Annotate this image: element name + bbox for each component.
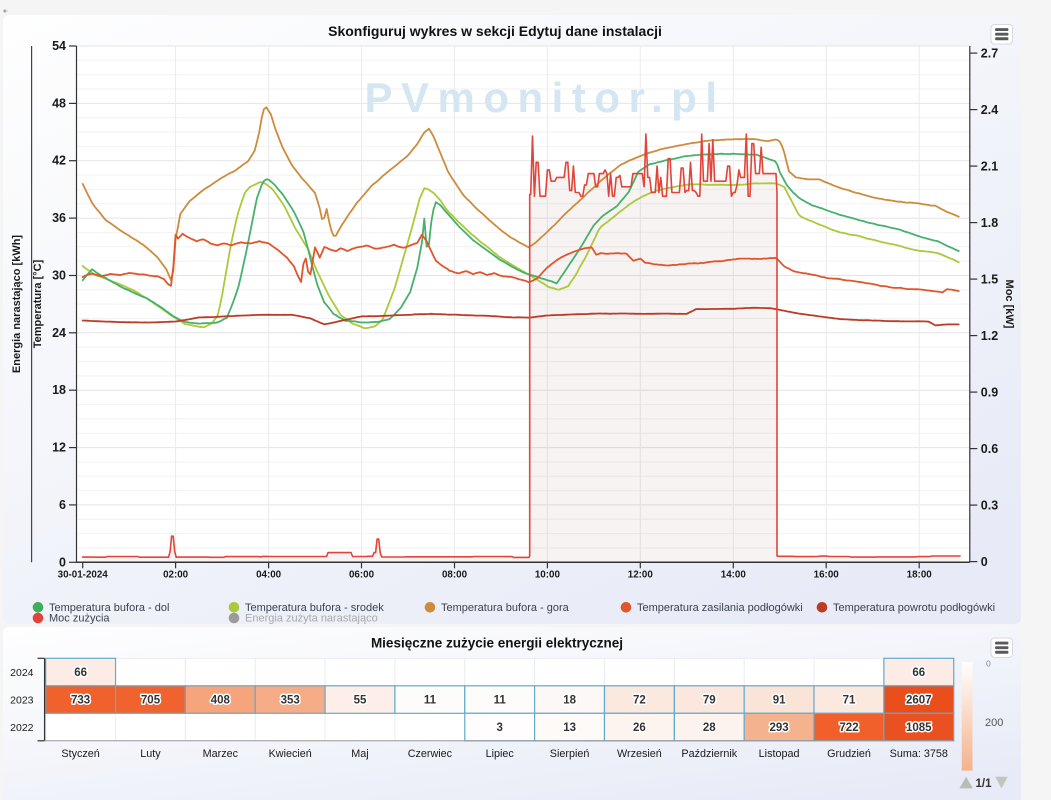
svg-text:54: 54	[52, 39, 66, 53]
svg-text:Temperatura [°C]: Temperatura [°C]	[32, 259, 44, 348]
svg-text:18: 18	[563, 695, 576, 707]
svg-text:08:00: 08:00	[442, 570, 468, 581]
svg-text:71: 71	[843, 695, 856, 707]
svg-text:733: 733	[71, 695, 90, 707]
svg-text:1.2: 1.2	[981, 329, 998, 343]
svg-text:Wrzesień: Wrzesień	[617, 748, 662, 760]
svg-text:Lipiec: Lipiec	[486, 748, 515, 760]
svg-text:1085: 1085	[906, 722, 932, 734]
svg-text:2023: 2023	[10, 695, 34, 707]
svg-text:200: 200	[985, 717, 1003, 729]
svg-text:0.3: 0.3	[981, 499, 998, 513]
svg-text:Kwiecień: Kwiecień	[269, 748, 312, 760]
svg-text:293: 293	[770, 722, 789, 734]
svg-text:Styczeń: Styczeń	[61, 748, 99, 760]
svg-text:72: 72	[633, 695, 646, 707]
svg-text:6: 6	[59, 498, 66, 512]
svg-text:28: 28	[703, 722, 716, 734]
svg-text:Październik: Październik	[681, 748, 737, 760]
svg-text:91: 91	[773, 695, 786, 707]
svg-text:24: 24	[52, 326, 66, 340]
svg-text:10:00: 10:00	[535, 570, 561, 581]
svg-text:18: 18	[52, 383, 66, 397]
svg-text:14:00: 14:00	[721, 570, 747, 581]
svg-text:79: 79	[703, 695, 716, 707]
svg-text:30: 30	[52, 269, 66, 283]
svg-text:Temperatura bufora - dol: Temperatura bufora - dol	[49, 602, 169, 614]
svg-text:2607: 2607	[906, 695, 932, 707]
svg-text:2022: 2022	[10, 722, 34, 734]
svg-text:26: 26	[633, 722, 646, 734]
svg-text:06:00: 06:00	[349, 570, 375, 581]
svg-text:Suma: 3758: Suma: 3758	[890, 748, 948, 760]
svg-text:PVmonitor.pl: PVmonitor.pl	[364, 74, 725, 121]
svg-text:Temperatura zasilania podłogów: Temperatura zasilania podłogówki	[637, 602, 803, 614]
svg-text:1.5: 1.5	[981, 273, 998, 287]
svg-text:Maj: Maj	[351, 748, 368, 760]
svg-text:13: 13	[563, 722, 576, 734]
svg-text:0: 0	[986, 659, 991, 669]
svg-text:Miesięczne zużycie energii ele: Miesięczne zużycie energii elektrycznej	[371, 636, 623, 651]
svg-text:04:00: 04:00	[256, 570, 282, 581]
svg-text:0.6: 0.6	[981, 442, 998, 456]
svg-text:12: 12	[52, 441, 66, 455]
svg-text:408: 408	[211, 695, 231, 707]
svg-text:Czerwiec: Czerwiec	[408, 748, 453, 760]
svg-text:2.4: 2.4	[981, 103, 998, 117]
svg-text:Luty: Luty	[140, 748, 161, 760]
svg-text:Moc [kW]: Moc [kW]	[1003, 280, 1015, 329]
svg-text:353: 353	[281, 695, 300, 707]
svg-text:Temperatura bufora - srodek: Temperatura bufora - srodek	[245, 602, 384, 614]
svg-text:Energia narastająco [kWh]: Energia narastająco [kWh]	[11, 235, 23, 373]
svg-text:3: 3	[496, 722, 502, 734]
svg-text:2024: 2024	[10, 667, 34, 679]
svg-text:705: 705	[141, 695, 161, 707]
svg-text:Energia zużyta narastająco: Energia zużyta narastająco	[245, 613, 378, 625]
svg-text:12:00: 12:00	[628, 570, 654, 581]
svg-text:55: 55	[354, 695, 367, 707]
svg-text:02:00: 02:00	[163, 570, 189, 581]
svg-text:2.1: 2.1	[981, 160, 998, 174]
svg-text:Marzec: Marzec	[203, 748, 239, 760]
svg-text:Skonfiguruj wykres w sekcji Ed: Skonfiguruj wykres w sekcji Edytuj dane …	[328, 23, 662, 39]
svg-text:1.8: 1.8	[981, 216, 998, 230]
svg-text:Listopad: Listopad	[759, 748, 800, 760]
svg-text:36: 36	[52, 211, 66, 225]
svg-text:2.7: 2.7	[981, 47, 998, 61]
svg-text:11: 11	[494, 695, 507, 707]
svg-text:66: 66	[912, 667, 925, 679]
svg-text:Temperatura powrotu podłogówki: Temperatura powrotu podłogówki	[833, 602, 995, 614]
svg-text:Grudzień: Grudzień	[827, 748, 871, 760]
svg-text:18:00: 18:00	[907, 570, 933, 581]
svg-text:66: 66	[74, 667, 87, 679]
svg-text:0.9: 0.9	[981, 386, 998, 400]
svg-text:1/1: 1/1	[976, 778, 993, 790]
svg-text:0: 0	[59, 555, 66, 569]
svg-text:0: 0	[981, 555, 988, 569]
svg-text:42: 42	[52, 154, 66, 168]
svg-text:11: 11	[424, 695, 437, 707]
svg-text:Moc zużycia: Moc zużycia	[49, 613, 110, 625]
svg-text:30-01-2024: 30-01-2024	[58, 570, 109, 581]
svg-text:48: 48	[52, 96, 66, 110]
svg-text:Sierpień: Sierpień	[550, 748, 590, 760]
svg-text:Temperatura bufora - gora: Temperatura bufora - gora	[441, 602, 570, 614]
svg-text:16:00: 16:00	[814, 570, 840, 581]
svg-text:722: 722	[839, 722, 858, 734]
